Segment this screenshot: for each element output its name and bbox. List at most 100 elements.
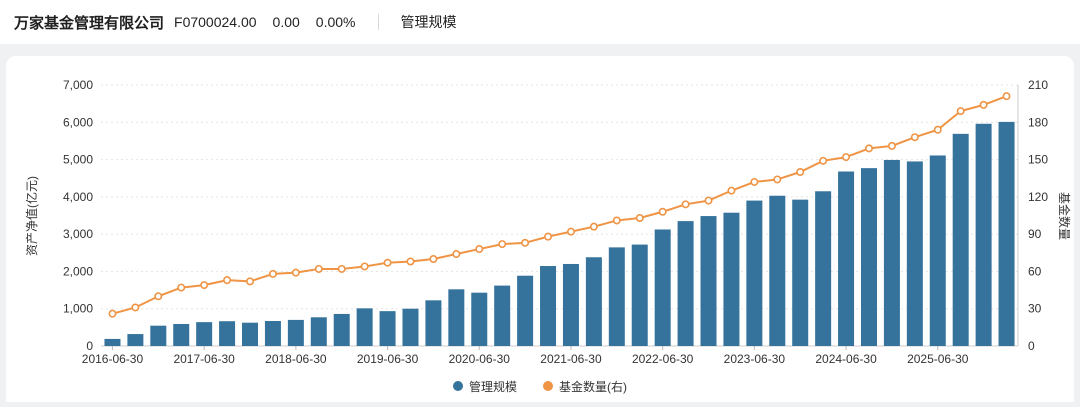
line-point-2018-06-30[interactable] [291, 268, 300, 277]
bar-2023-06-30[interactable] [746, 200, 763, 346]
line-point-2016-12-31[interactable] [154, 292, 163, 301]
line-point-2023-06-30[interactable] [750, 177, 759, 186]
x-axis-label: 2019-06-30 [357, 352, 419, 366]
bar-2017-09-30[interactable] [219, 321, 236, 346]
right-axis-tick-label: 150 [1028, 153, 1048, 167]
line-point-2021-06-30[interactable] [566, 227, 575, 236]
bar-2019-03-31[interactable] [356, 308, 373, 346]
line-point-2022-09-30[interactable] [681, 200, 690, 209]
bar-2022-12-31[interactable] [700, 216, 717, 346]
line-point-2016-06-30[interactable] [108, 309, 117, 318]
x-axis-label: 2023-06-30 [724, 352, 786, 366]
line-point-2020-03-31[interactable] [452, 250, 461, 259]
line-point-2020-06-30[interactable] [475, 245, 484, 254]
bar-2018-06-30[interactable] [287, 319, 304, 346]
left-axis-tick-label: 5,000 [63, 153, 93, 167]
bar-2016-09-30[interactable] [127, 334, 144, 346]
bar-2024-03-31[interactable] [815, 191, 832, 346]
bar-2025-12-31[interactable] [975, 123, 992, 346]
line-point-2017-09-30[interactable] [223, 276, 232, 285]
bar-2017-06-30[interactable] [196, 322, 213, 346]
bar-2018-03-31[interactable] [264, 321, 281, 346]
bar-2021-06-30[interactable] [562, 263, 579, 346]
line-point-2025-06-30[interactable] [933, 125, 942, 134]
bar-2020-12-31[interactable] [517, 275, 534, 346]
line-point-2022-03-31[interactable] [635, 213, 644, 222]
line-point-2024-03-31[interactable] [819, 156, 828, 165]
line-point-2020-09-30[interactable] [498, 240, 507, 249]
line-point-2021-09-30[interactable] [589, 222, 598, 231]
line-point-2018-09-30[interactable] [314, 264, 323, 273]
bar-2017-12-31[interactable] [242, 322, 259, 346]
fund-count-line [112, 95, 1007, 315]
line-point-2025-09-30[interactable] [956, 107, 965, 116]
line-point-2022-12-31[interactable] [704, 196, 713, 205]
bar-2022-03-31[interactable] [631, 244, 648, 346]
line-point-2023-09-30[interactable] [773, 175, 782, 184]
line-point-2020-12-31[interactable] [521, 238, 530, 247]
bar-2020-09-30[interactable] [494, 285, 511, 346]
x-axis-label: 2018-06-30 [265, 352, 327, 366]
line-point-2018-12-31[interactable] [337, 264, 346, 273]
line-point-2023-03-31[interactable] [727, 186, 736, 195]
bar-2016-06-30[interactable] [104, 338, 121, 346]
tab-scale[interactable]: 管理规模 [400, 14, 457, 30]
line-point-2026-03-31[interactable] [1002, 92, 1011, 101]
line-point-2021-12-31[interactable] [612, 216, 621, 225]
line-point-2023-12-31[interactable] [796, 168, 805, 177]
legend-item-count[interactable]: 基金数量(右) [543, 378, 627, 395]
left-axis-tick-label: 7,000 [63, 78, 93, 92]
line-point-2019-12-31[interactable] [429, 255, 438, 264]
bar-2022-09-30[interactable] [677, 221, 694, 346]
chart-card: 0 1,000 2,000 3,000 4,000 5,000 6,000 7,000 0 30 6… [6, 56, 1074, 402]
bar-2026-03-31[interactable] [998, 121, 1015, 346]
legend-item-scale[interactable]: 管理规模 [452, 378, 517, 395]
x-axis-label: 2016-06-30 [82, 352, 144, 366]
bar-2019-12-31[interactable] [425, 300, 442, 346]
bar-2017-03-31[interactable] [173, 324, 190, 346]
legend-dot-count [543, 381, 553, 391]
bar-2021-09-30[interactable] [585, 257, 602, 346]
bar-2018-09-30[interactable] [310, 317, 327, 346]
line-point-2019-09-30[interactable] [406, 257, 415, 266]
bar-2025-09-30[interactable] [952, 133, 969, 346]
bar-2019-09-30[interactable] [402, 308, 419, 346]
bar-2024-12-31[interactable] [883, 159, 900, 346]
bar-2021-12-31[interactable] [608, 247, 625, 346]
bar-2025-06-30[interactable] [929, 155, 946, 346]
bar-2020-06-30[interactable] [471, 292, 488, 346]
bar-2018-12-31[interactable] [333, 313, 350, 346]
bar-2024-06-30[interactable] [838, 171, 855, 346]
bar-2019-06-30[interactable] [379, 311, 396, 346]
line-point-2016-09-30[interactable] [131, 303, 140, 312]
bar-2022-06-30[interactable] [654, 229, 671, 346]
line-point-2017-03-31[interactable] [177, 283, 186, 292]
line-point-2024-06-30[interactable] [842, 153, 851, 162]
fund-code: F0700024.00 [174, 14, 257, 30]
bar-2016-12-31[interactable] [150, 325, 167, 346]
bar-2023-03-31[interactable] [723, 212, 740, 346]
line-point-2017-06-30[interactable] [200, 281, 209, 290]
bar-2020-03-31[interactable] [448, 289, 465, 346]
chart-legend: 管理规模 基金数量(右) [6, 376, 1074, 396]
legend-label-count: 基金数量(右) [559, 379, 627, 394]
line-point-2018-03-31[interactable] [268, 269, 277, 278]
line-point-2022-06-30[interactable] [658, 207, 667, 216]
line-point-2021-03-31[interactable] [544, 232, 553, 241]
line-point-2024-12-31[interactable] [887, 141, 896, 150]
bar-2021-03-31[interactable] [540, 266, 557, 346]
x-axis-label: 2024-06-30 [815, 352, 877, 366]
bar-2024-09-30[interactable] [860, 168, 877, 346]
bar-2023-09-30[interactable] [769, 195, 786, 346]
line-point-2017-12-31[interactable] [246, 277, 255, 286]
line-point-2019-03-31[interactable] [360, 262, 369, 271]
line-point-2019-06-30[interactable] [383, 258, 392, 267]
line-point-2025-03-31[interactable] [910, 133, 919, 142]
right-axis-tick-label: 60 [1028, 264, 1042, 278]
bar-2025-03-31[interactable] [906, 161, 923, 346]
line-point-2025-12-31[interactable] [979, 100, 988, 109]
line-point-2024-09-30[interactable] [864, 144, 873, 153]
legend-dot-scale [452, 381, 463, 391]
bar-2023-12-31[interactable] [792, 199, 809, 346]
right-axis-tick-label: 90 [1028, 227, 1042, 241]
